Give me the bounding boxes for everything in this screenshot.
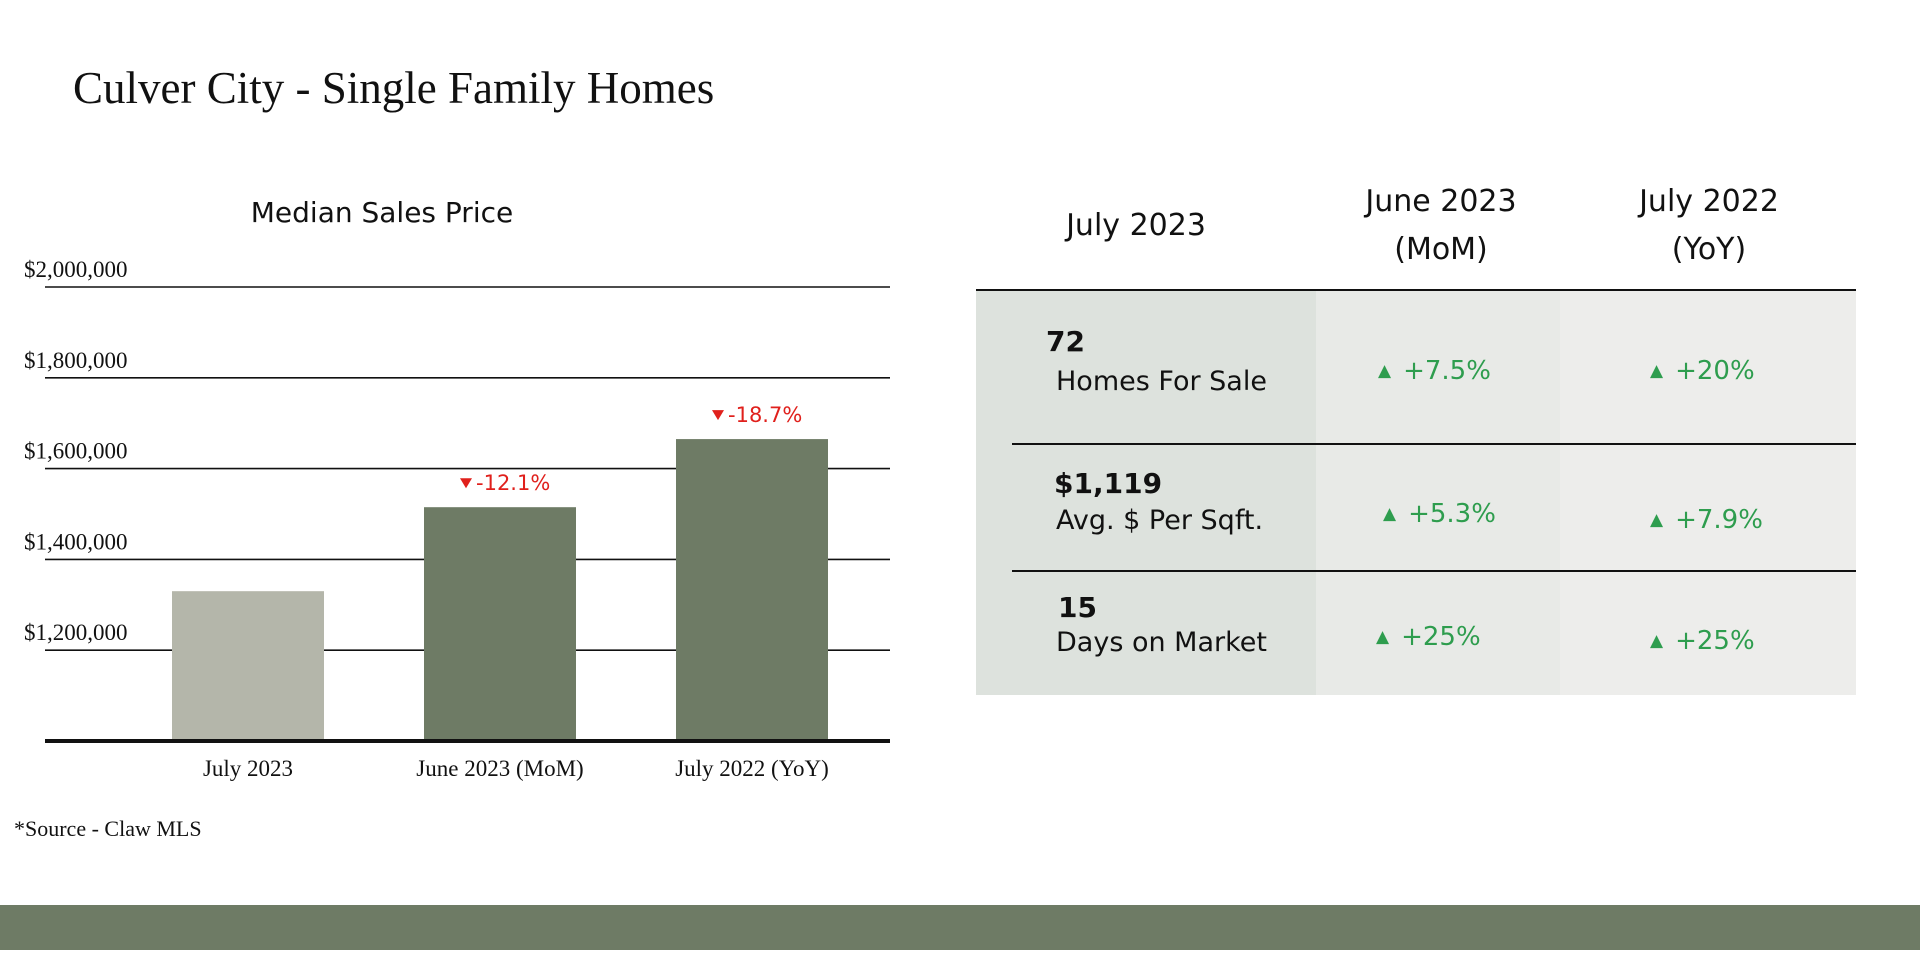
- y-tick-label: $1,600,000: [24, 439, 128, 464]
- bar: [172, 591, 324, 741]
- category-label: July 2023: [203, 756, 293, 781]
- row-divider-2: [1012, 570, 1856, 572]
- up-arrow-icon: ▲: [1650, 631, 1664, 651]
- column-bg-current: [976, 290, 1316, 695]
- header-july-2023: July 2023: [1066, 208, 1206, 243]
- homes-for-sale-label: Homes For Sale: [1056, 366, 1267, 397]
- price-per-sqft-label: Avg. $ Per Sqft.: [1056, 505, 1264, 536]
- category-label: June 2023 (MoM): [416, 756, 583, 781]
- header-july-2022-yoy: July 2022 (YoY): [1639, 184, 1779, 267]
- chart-title: Median Sales Price: [251, 196, 513, 229]
- price-per-sqft-value: $1,119: [1054, 467, 1163, 500]
- category-label: July 2022 (YoY): [675, 756, 829, 781]
- days-on-market-label: Days on Market: [1056, 627, 1267, 658]
- down-arrow-icon: [460, 478, 472, 489]
- down-arrow-icon: [712, 410, 724, 421]
- homes-for-sale-value: 72: [1046, 325, 1085, 358]
- y-tick-label: $1,800,000: [24, 348, 128, 373]
- row-divider-1: [1012, 443, 1856, 445]
- column-bg-mom: [1316, 290, 1560, 695]
- days-on-market-mom: ▲ +25%: [1376, 622, 1481, 652]
- bar: [424, 507, 576, 741]
- data-label: -12.1%: [460, 471, 550, 495]
- homes-for-sale-yoy: ▲ +20%: [1650, 356, 1755, 386]
- median-sales-price-chart: Median Sales Price $1,200,000 $1,400,000 $…: [24, 196, 890, 781]
- y-tick-label: $1,200,000: [24, 620, 128, 645]
- footer-bar: [0, 905, 1920, 950]
- header-june-2023-mom: June 2023 (MoM): [1365, 184, 1517, 267]
- homes-for-sale-mom: ▲ +7.5%: [1378, 356, 1491, 386]
- price-per-sqft-mom: ▲ +5.3%: [1383, 499, 1496, 529]
- up-arrow-icon: ▲: [1650, 361, 1664, 381]
- source-note: *Source - Claw MLS: [14, 816, 202, 841]
- up-arrow-icon: ▲: [1383, 504, 1397, 524]
- column-bg-yoy: [1560, 290, 1856, 695]
- price-per-sqft-yoy: ▲ +7.9%: [1650, 505, 1763, 535]
- up-arrow-icon: ▲: [1378, 361, 1392, 381]
- market-stats-table: July 2023 June 2023 (MoM) July 2022 (YoY…: [976, 180, 1856, 695]
- up-arrow-icon: ▲: [1650, 510, 1664, 530]
- page-title: Culver City - Single Family Homes: [73, 63, 715, 113]
- data-label: -18.7%: [712, 403, 802, 427]
- data-label-text: -18.7%: [728, 403, 802, 427]
- days-on-market-value: 15: [1058, 591, 1097, 624]
- days-on-market-yoy: ▲ +25%: [1650, 626, 1755, 656]
- y-tick-label: $2,000,000: [24, 257, 128, 282]
- up-arrow-icon: ▲: [1376, 627, 1390, 647]
- y-tick-label: $1,400,000: [24, 529, 128, 554]
- header-divider: [976, 289, 1856, 291]
- bar: [676, 439, 828, 741]
- data-label-text: -12.1%: [476, 471, 550, 495]
